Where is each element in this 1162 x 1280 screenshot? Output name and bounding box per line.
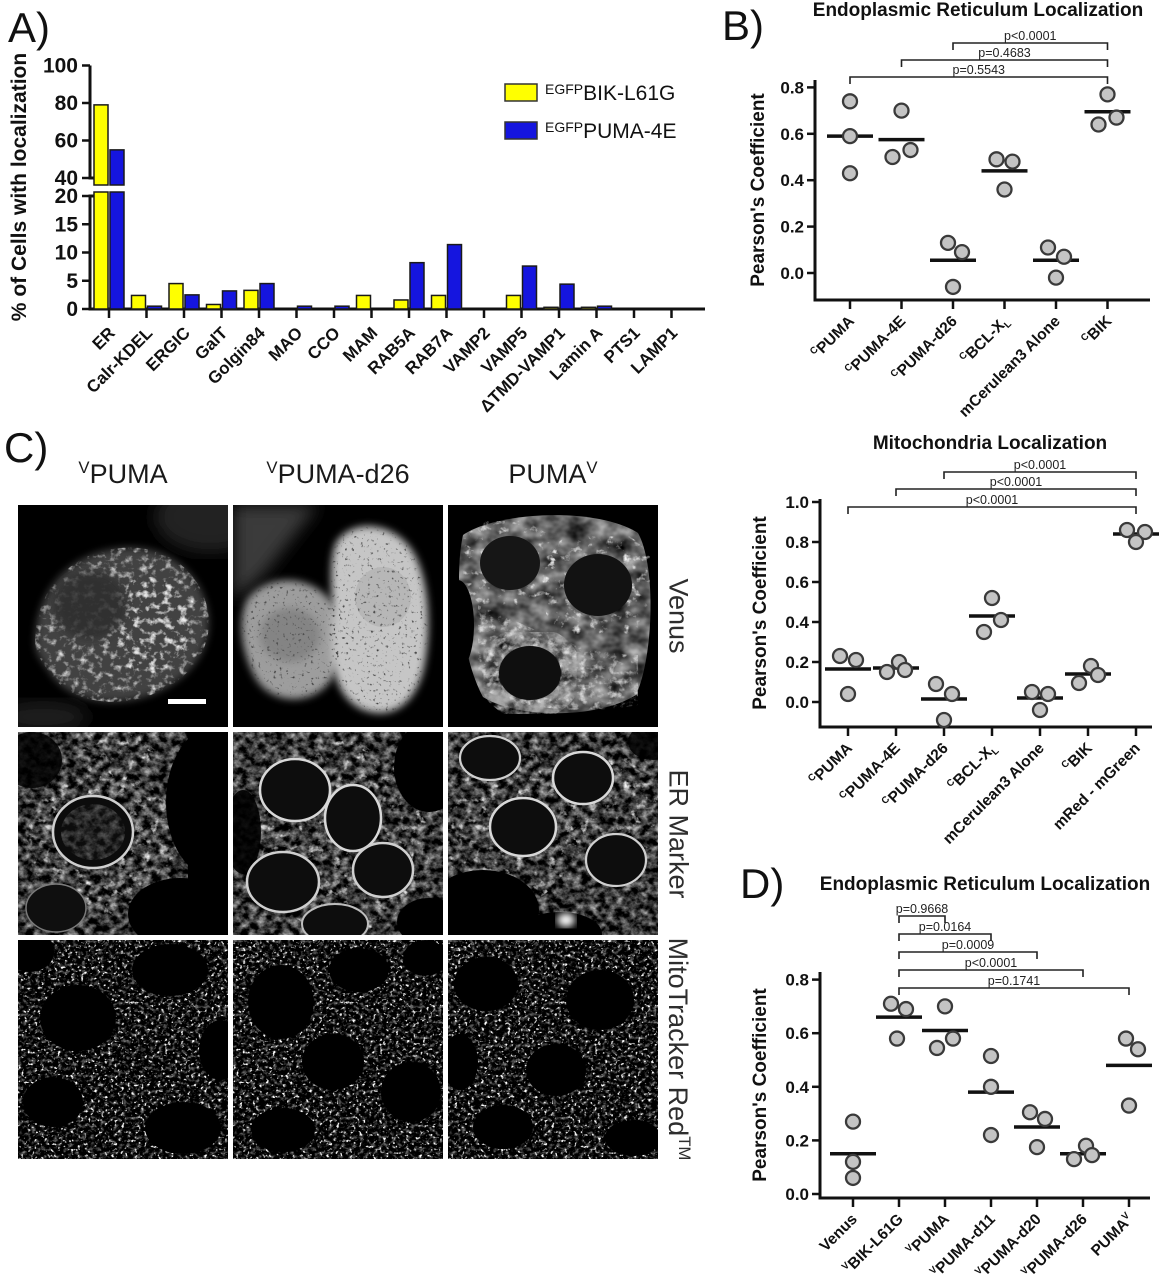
svg-text:0.8: 0.8 xyxy=(785,533,809,552)
superscript-v: V xyxy=(78,458,90,477)
micrograph-mito-pumav xyxy=(448,940,658,1159)
panel-c-col-title-vpuma: VPUMA xyxy=(23,458,223,490)
row-label-text: MitoTracker Red xyxy=(663,937,693,1137)
svg-text:0.4: 0.4 xyxy=(785,1078,809,1097)
svg-text:CBIK: CBIK xyxy=(1059,739,1096,776)
svg-text:0.6: 0.6 xyxy=(785,1024,809,1043)
panel-c-row-label-venus: Venus xyxy=(663,578,694,653)
scale-bar xyxy=(168,699,206,704)
svg-text:Endoplasmic Reticulum Localiza: Endoplasmic Reticulum Localization xyxy=(813,0,1143,21)
row-label-text: Venus xyxy=(663,578,694,654)
svg-text:p=0.0164: p=0.0164 xyxy=(919,920,972,934)
svg-text:0.2: 0.2 xyxy=(785,653,809,672)
svg-text:CPUMA: CPUMA xyxy=(806,739,856,789)
svg-text:p=0.5543: p=0.5543 xyxy=(953,63,1006,77)
svg-text:Endoplasmic Reticulum Localiza: Endoplasmic Reticulum Localization xyxy=(820,874,1150,895)
svg-text:CPUMA: CPUMA xyxy=(808,312,858,362)
row-label-text: ER Marker xyxy=(663,769,694,899)
tm-superscript: TM xyxy=(675,1136,694,1161)
svg-text:0.2: 0.2 xyxy=(785,1131,809,1150)
col-title-text: PUMA xyxy=(508,459,587,489)
svg-text:p=0.4683: p=0.4683 xyxy=(978,46,1031,60)
panel-c-col-title-pumav: PUMAV xyxy=(453,458,653,490)
svg-text:EGFPBIK-L61G: EGFPBIK-L61G xyxy=(545,81,675,105)
svg-text:80: 80 xyxy=(55,92,78,115)
svg-text:EGFPPUMA-4E: EGFPPUMA-4E xyxy=(545,119,676,143)
superscript-v: V xyxy=(266,458,278,477)
svg-text:Pearson's Coefficient: Pearson's Coefficient xyxy=(750,516,771,710)
svg-text:60: 60 xyxy=(55,130,78,153)
svg-text:p<0.0001: p<0.0001 xyxy=(965,956,1018,970)
svg-text:% of Cells with localization: % of Cells with localization xyxy=(8,53,31,321)
svg-text:p=0.9668: p=0.9668 xyxy=(896,902,949,916)
svg-text:0.0: 0.0 xyxy=(785,1185,809,1204)
svg-text:Pearson's Coefficient: Pearson's Coefficient xyxy=(750,988,771,1182)
svg-text:0.0: 0.0 xyxy=(785,693,809,712)
svg-text:15: 15 xyxy=(55,213,79,236)
svg-text:p<0.0001: p<0.0001 xyxy=(1004,29,1057,43)
svg-text:Venus: Venus xyxy=(817,1211,861,1255)
svg-text:0.2: 0.2 xyxy=(780,218,804,237)
svg-text:CBIK: CBIK xyxy=(1079,312,1116,349)
svg-text:1.0: 1.0 xyxy=(785,493,809,512)
svg-text:5: 5 xyxy=(66,270,78,293)
svg-text:0.6: 0.6 xyxy=(780,125,804,144)
svg-text:ER: ER xyxy=(89,323,119,353)
svg-text:p=0.1741: p=0.1741 xyxy=(988,974,1041,988)
svg-text:p<0.0001: p<0.0001 xyxy=(966,493,1019,507)
superscript-v: V xyxy=(586,458,598,477)
svg-text:p<0.0001: p<0.0001 xyxy=(990,475,1043,489)
svg-text:0.8: 0.8 xyxy=(785,971,809,990)
svg-text:Pearson's Coefficient: Pearson's Coefficient xyxy=(748,93,769,287)
svg-text:0.4: 0.4 xyxy=(780,171,804,190)
svg-text:10: 10 xyxy=(55,242,78,265)
svg-text:CCO: CCO xyxy=(304,323,344,363)
svg-text:20: 20 xyxy=(55,185,78,208)
panel-d-scatter-chart: Endoplasmic Reticulum Localization 0.0 0.2… xyxy=(750,874,1152,1278)
micrograph-venus-vpuma-d26 xyxy=(233,505,443,727)
micrograph-mito-vpuma xyxy=(18,940,228,1159)
micrograph-er-vpuma xyxy=(18,732,228,935)
svg-text:PUMAV: PUMAV xyxy=(1087,1210,1137,1260)
mitochondria-scatter-chart: Mitochondria Localization 0.0 0.2 0.4 0.6 0.8… xyxy=(750,433,1159,848)
panel-b-letter: B) xyxy=(722,2,764,49)
micrograph-er-vpuma-d26 xyxy=(233,732,443,935)
panel-d-letter: D) xyxy=(740,860,785,907)
panel-c-col-title-vpuma-d26: VPUMA-d26 xyxy=(238,458,438,490)
micrograph-venus-pumav xyxy=(448,505,658,727)
micrograph-mito-vpuma-d26 xyxy=(233,940,443,1159)
panel-c-row-label-mitotracker: MitoTracker RedTM xyxy=(662,938,694,1161)
svg-text:mRed - mGreen: mRed - mGreen xyxy=(1050,740,1144,834)
col-title-text: PUMA xyxy=(89,459,168,489)
col-title-text: PUMA-d26 xyxy=(277,459,410,489)
svg-text:p<0.0001: p<0.0001 xyxy=(1014,458,1067,472)
svg-text:p=0.0009: p=0.0009 xyxy=(942,938,995,952)
svg-text:0: 0 xyxy=(66,298,78,321)
svg-text:Mitochondria Localization: Mitochondria Localization xyxy=(873,433,1107,454)
svg-text:0.4: 0.4 xyxy=(785,613,809,632)
panel-c-letter: C) xyxy=(4,424,49,471)
panel-b-scatter-chart: Endoplasmic Reticulum Localization 0.0 0.2… xyxy=(748,0,1150,421)
svg-text:40: 40 xyxy=(55,167,78,190)
panel-c-row-label-er-marker: ER Marker xyxy=(663,769,694,898)
panel-a-bar-chart: 05101520406080100ERCalr-KDELERGICGalTGol… xyxy=(8,53,705,416)
svg-text:MAO: MAO xyxy=(265,323,306,364)
micrograph-er-pumav xyxy=(448,732,658,935)
svg-text:0.0: 0.0 xyxy=(780,264,804,283)
svg-text:0.6: 0.6 xyxy=(785,573,809,592)
svg-text:100: 100 xyxy=(43,55,78,78)
svg-text:0.8: 0.8 xyxy=(780,78,804,97)
panel-a-letter: A) xyxy=(8,4,50,51)
micrograph-venus-vpuma xyxy=(18,505,228,727)
